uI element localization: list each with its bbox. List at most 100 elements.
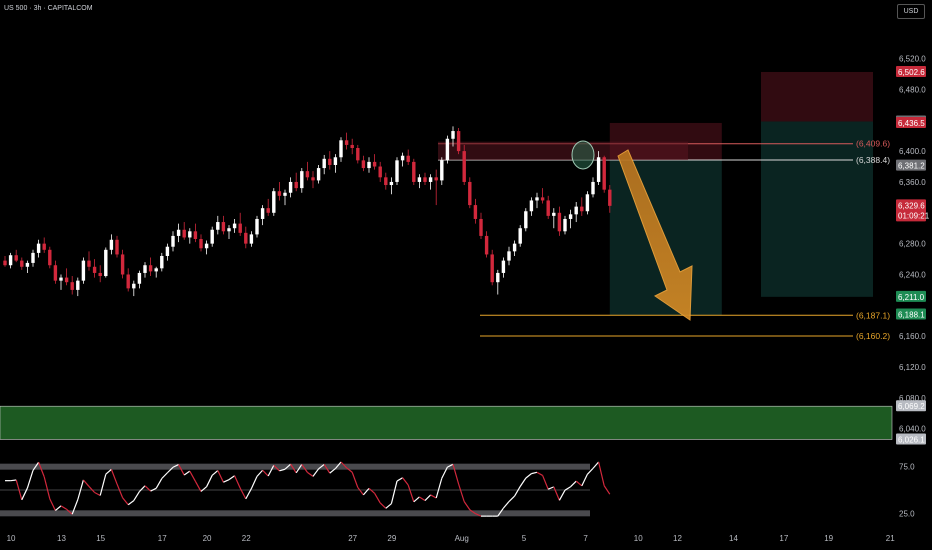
candle[interactable] — [328, 151, 332, 170]
candle[interactable] — [563, 215, 567, 235]
candle[interactable] — [445, 135, 450, 164]
candle[interactable] — [423, 172, 427, 186]
position-target-zone[interactable] — [761, 121, 873, 297]
candle[interactable] — [596, 151, 601, 186]
candle[interactable] — [540, 188, 545, 204]
candle[interactable] — [524, 208, 528, 232]
candle[interactable] — [48, 246, 52, 269]
candle[interactable] — [109, 234, 114, 255]
candle[interactable] — [87, 251, 91, 271]
support-zone[interactable] — [0, 405, 893, 440]
candle[interactable] — [221, 215, 226, 235]
candle[interactable] — [372, 154, 377, 170]
candle[interactable] — [311, 171, 315, 189]
candle[interactable] — [428, 174, 433, 190]
candle[interactable] — [98, 265, 102, 283]
candle[interactable] — [238, 212, 242, 236]
candle[interactable] — [42, 237, 46, 253]
candle[interactable] — [406, 149, 410, 165]
candle[interactable] — [81, 257, 86, 284]
candle[interactable] — [305, 161, 310, 181]
candle[interactable] — [266, 198, 270, 216]
position-stop-zone[interactable] — [761, 71, 873, 122]
candle[interactable] — [462, 144, 466, 186]
candle[interactable] — [176, 223, 181, 243]
candle[interactable] — [389, 177, 394, 195]
candle[interactable] — [193, 223, 198, 243]
candle[interactable] — [277, 181, 282, 201]
candle[interactable] — [512, 240, 517, 256]
price-tag[interactable] — [896, 65, 926, 77]
candle[interactable] — [322, 154, 326, 175]
candle[interactable] — [92, 259, 97, 278]
price-tag[interactable] — [896, 400, 926, 412]
candle[interactable] — [165, 243, 170, 261]
candle[interactable] — [36, 239, 41, 258]
candle[interactable] — [64, 268, 69, 286]
candle[interactable] — [31, 249, 35, 267]
candle[interactable] — [132, 280, 136, 297]
currency-button[interactable]: USD — [897, 4, 925, 19]
candle[interactable] — [400, 152, 405, 167]
candle[interactable] — [367, 157, 371, 173]
price-tag[interactable] — [896, 433, 926, 445]
candle[interactable] — [473, 198, 478, 224]
candle[interactable] — [507, 246, 511, 266]
price-tag[interactable] — [896, 116, 926, 128]
price-tag[interactable] — [896, 199, 926, 222]
candle[interactable] — [120, 249, 125, 279]
candle[interactable] — [484, 231, 489, 258]
candle[interactable] — [171, 231, 175, 252]
candle[interactable] — [182, 222, 186, 240]
candle[interactable] — [535, 192, 539, 209]
candle[interactable] — [249, 231, 254, 247]
candle[interactable] — [378, 161, 382, 182]
candle[interactable] — [585, 191, 590, 215]
candle[interactable] — [344, 132, 349, 150]
candle[interactable] — [440, 157, 444, 186]
candle[interactable] — [568, 209, 573, 229]
candle[interactable] — [70, 276, 74, 295]
candle[interactable] — [104, 247, 108, 278]
candle[interactable] — [14, 249, 18, 263]
candle[interactable] — [479, 212, 483, 240]
candle[interactable] — [115, 235, 119, 258]
candle[interactable] — [496, 269, 500, 295]
candle[interactable] — [244, 226, 248, 249]
candle[interactable] — [434, 169, 438, 206]
candle[interactable] — [59, 274, 63, 290]
candle[interactable] — [227, 225, 231, 240]
candle[interactable] — [283, 189, 287, 206]
candle[interactable] — [210, 226, 214, 247]
candle[interactable] — [3, 255, 7, 267]
candle[interactable] — [490, 249, 494, 286]
candle[interactable] — [580, 197, 584, 216]
down-arrow-icon[interactable] — [617, 149, 693, 321]
candle[interactable] — [361, 155, 366, 172]
candle[interactable] — [53, 260, 58, 284]
candle[interactable] — [412, 158, 416, 186]
price-tag[interactable] — [896, 290, 926, 302]
candle[interactable] — [546, 195, 550, 219]
candle[interactable] — [216, 215, 220, 235]
price-tag[interactable] — [896, 308, 926, 320]
highlight-circle[interactable] — [571, 140, 595, 170]
candle[interactable] — [417, 174, 422, 189]
candle[interactable] — [557, 206, 562, 236]
candle[interactable] — [204, 240, 209, 255]
candle[interactable] — [591, 177, 595, 198]
candle[interactable] — [529, 197, 534, 216]
candle[interactable] — [339, 137, 343, 162]
candle[interactable] — [294, 172, 298, 192]
candle[interactable] — [456, 127, 461, 155]
candle[interactable] — [395, 157, 399, 186]
candle[interactable] — [288, 177, 293, 198]
candle[interactable] — [126, 268, 130, 292]
candle[interactable] — [384, 172, 388, 190]
candle[interactable] — [518, 225, 522, 247]
candle[interactable] — [350, 138, 354, 155]
candle[interactable] — [232, 218, 237, 233]
candle[interactable] — [199, 234, 203, 252]
candle[interactable] — [76, 277, 80, 297]
